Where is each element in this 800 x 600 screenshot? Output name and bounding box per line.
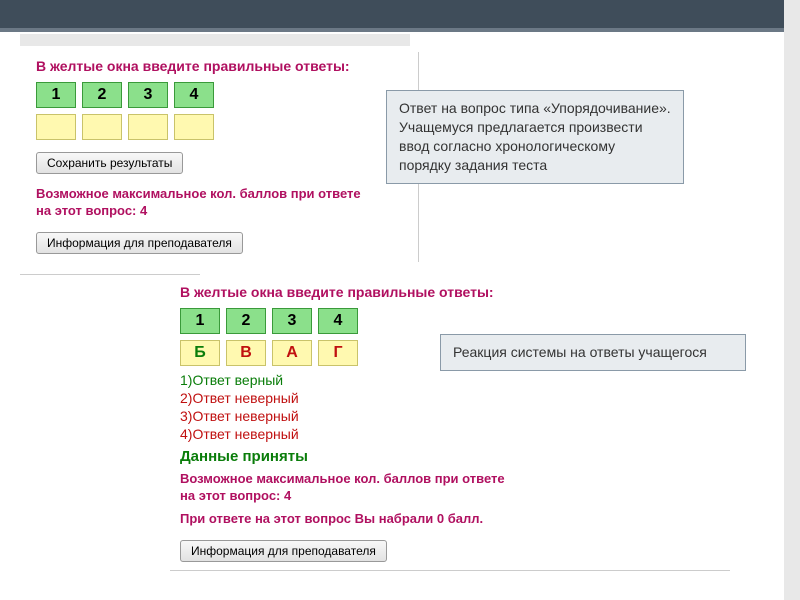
number-cell: 1	[180, 308, 220, 334]
feedback-line: 1)Ответ верный	[180, 372, 550, 388]
callout-text: Ответ на вопрос типа «Упорядочивание». У…	[399, 100, 671, 173]
callout-text: Реакция системы на ответы учащегося	[453, 344, 707, 360]
callout-system-reaction: Реакция системы на ответы учащегося	[440, 334, 746, 371]
number-cell: 1	[36, 82, 76, 108]
number-cell: 4	[318, 308, 358, 334]
separator-line	[20, 274, 200, 275]
max-score-text: Возможное максимальное кол. баллов при о…	[36, 186, 376, 220]
teacher-info-button[interactable]: Информация для преподавателя	[36, 232, 243, 254]
answer-cell: В	[226, 340, 266, 366]
instruction-text: В желтые окна введите правильные ответы:	[36, 58, 396, 74]
max-score-text: Возможное максимальное кол. баллов при о…	[180, 471, 520, 505]
number-cell: 4	[174, 82, 214, 108]
question-section-answered: В желтые окна введите правильные ответы:…	[180, 278, 550, 568]
feedback-line: 2)Ответ неверный	[180, 390, 550, 406]
number-cell: 3	[272, 308, 312, 334]
instruction-text: В желтые окна введите правильные ответы:	[180, 284, 550, 300]
answer-cell: А	[272, 340, 312, 366]
top-bar	[0, 0, 800, 32]
scrollbar-track[interactable]	[784, 0, 800, 600]
answer-input-cell[interactable]	[82, 114, 122, 140]
save-results-button[interactable]: Сохранить результаты	[36, 152, 183, 174]
question-section-empty: В желтые окна введите правильные ответы:…	[36, 52, 396, 260]
number-row: 1234	[180, 308, 550, 334]
number-cell: 2	[82, 82, 122, 108]
feedback-line: 3)Ответ неверный	[180, 408, 550, 424]
feedback-line: 4)Ответ неверный	[180, 426, 550, 442]
callout-ordering-description: Ответ на вопрос типа «Упорядочивание». У…	[386, 90, 684, 184]
answer-row	[36, 114, 396, 140]
tab-shadow	[20, 34, 410, 46]
feedback-list: 1)Ответ верный 2)Ответ неверный 3)Ответ не…	[180, 372, 550, 442]
answer-cell: Г	[318, 340, 358, 366]
separator-line	[170, 570, 730, 571]
answer-input-cell[interactable]	[36, 114, 76, 140]
number-cell: 3	[128, 82, 168, 108]
your-score-text: При ответе на этот вопрос Вы набрали 0 б…	[180, 511, 520, 528]
answer-input-cell[interactable]	[128, 114, 168, 140]
answer-cell: Б	[180, 340, 220, 366]
answer-input-cell[interactable]	[174, 114, 214, 140]
data-accepted-text: Данные приняты	[180, 448, 550, 465]
number-row: 1234	[36, 82, 396, 108]
number-cell: 2	[226, 308, 266, 334]
teacher-info-button[interactable]: Информация для преподавателя	[180, 540, 387, 562]
